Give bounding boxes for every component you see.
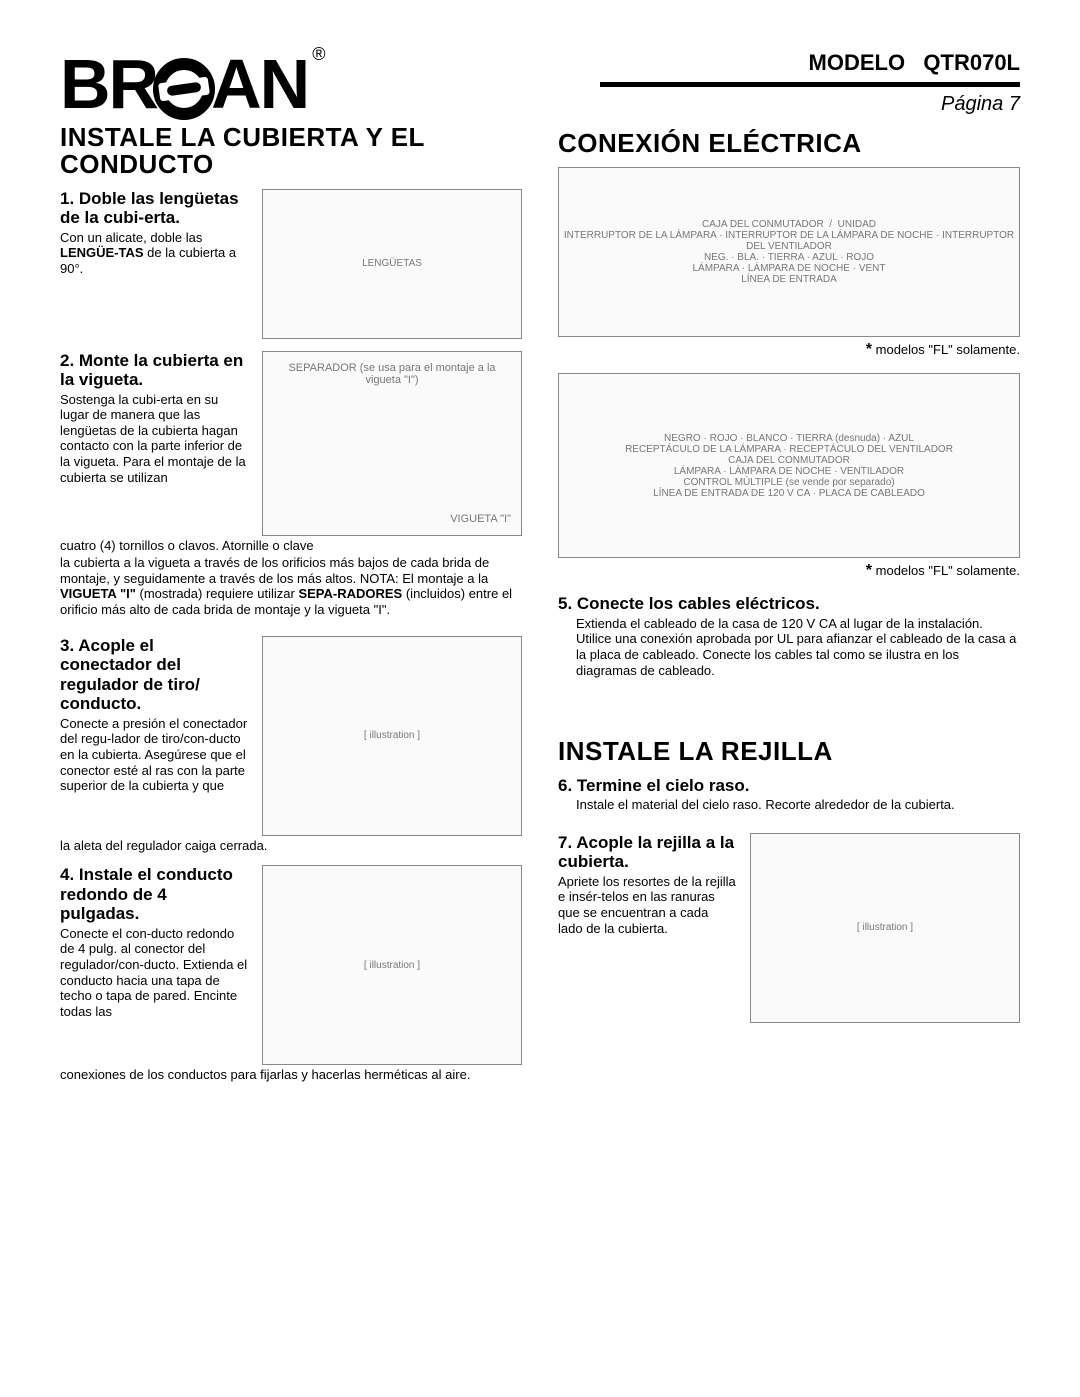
step-3: 3. Acople el conectador del regulador de… <box>60 636 522 854</box>
step3-cont: la aleta del regulador caiga cerrada. <box>60 838 522 854</box>
d1-azul: AZUL <box>812 252 837 263</box>
brand-logo: BRAN® <box>60 53 319 116</box>
page-header: BRAN® MODELO QTR070L Página 7 <box>60 50 1020 116</box>
logo-o-icon <box>153 58 215 120</box>
step2-cont2-b1: VIGUETA "I" <box>60 586 136 601</box>
step4-head: 4. Instale el conducto redondo de 4 pulg… <box>60 865 248 924</box>
right-section1-title: CONEXIÓN ELÉCTRICA <box>558 130 1020 157</box>
diagram1-placeholder: CAJA DEL CONMUTADOR / UNIDAD INTERRUPTOR… <box>559 215 1019 289</box>
step2-figure: SEPARADOR (se usa para el montaje a la v… <box>262 351 522 536</box>
step2-cont1: cuatro (4) tornillos o clavos. Atornille… <box>60 538 522 554</box>
step3-body: Conecte a presión el conectador del regu… <box>60 716 248 794</box>
step2-cont2-mid: (mostrada) requiere utilizar <box>136 586 299 601</box>
step3-fig-placeholder: [ illustration ] <box>360 726 424 745</box>
step5-head: 5. Conecte los cables eléctricos. <box>558 594 1020 614</box>
page-number: Página 7 <box>600 93 1020 116</box>
step-5: 5. Conecte los cables eléctricos. Extien… <box>558 594 1020 678</box>
d1-lab-switchbox: CAJA DEL CONMUTADOR <box>702 219 824 230</box>
d1-lab1: INTERRUPTOR DE LA LÁMPARA <box>564 230 716 241</box>
d2-recvent: RECEPTÁCULO DEL VENTILADOR <box>789 444 953 455</box>
step7-body: Apriete los resortes de la rejilla e ins… <box>558 874 736 936</box>
step-6: 6. Termine el cielo raso. Instale el mat… <box>558 776 1020 813</box>
step-2: 2. Monte la cubierta en la vigueta. Sost… <box>60 351 522 618</box>
d2-control: CONTROL MÚLTIPLE (se vende por separado) <box>683 477 894 488</box>
left-section-title: INSTALE LA CUBIERTA Y EL CONDUCTO <box>60 124 522 179</box>
step2-cont2-pre: la cubierta a la vigueta a través de los… <box>60 555 489 586</box>
step3-figure: [ illustration ] <box>262 636 522 836</box>
d2-rojo: ROJO <box>710 433 738 444</box>
footnote2-text: modelos "FL" solamente. <box>876 563 1020 578</box>
step2-fig-bottom: VIGUETA "I" <box>446 509 515 529</box>
d1-neg: NEG. <box>704 252 728 263</box>
step4-body: Conecte el con-ducto redondo de 4 pulg. … <box>60 926 248 1020</box>
step7-figure: [ illustration ] <box>750 833 1020 1023</box>
step2-body: Sostenga la cubi-erta en su lugar de man… <box>60 392 248 486</box>
footnote1-text: modelos "FL" solamente. <box>876 342 1020 357</box>
d2-azul: AZUL <box>888 433 914 444</box>
step1-body-pre: Con un alicate, doble las <box>60 230 202 245</box>
step-4: 4. Instale el conducto redondo de 4 pulg… <box>60 865 522 1083</box>
left-column: INSTALE LA CUBIERTA Y EL CONDUCTO 1. Dob… <box>60 124 522 1095</box>
step-1: 1. Doble las lengüetas de la cubi-erta. … <box>60 189 522 339</box>
d1-rojo: ROJO <box>846 252 874 263</box>
model-code: QTR070L <box>923 50 1020 75</box>
step4-cont: conexiones de los conductos para fijarla… <box>60 1067 522 1083</box>
wiring-diagram-2: NEGRO · ROJO · BLANCO · TIERRA (desnuda)… <box>558 373 1020 558</box>
d2-tierra: TIERRA (desnuda) <box>796 433 880 444</box>
step2-cont2-b2: SEPA-RADORES <box>298 586 402 601</box>
d1-bla: BLA. <box>737 252 759 263</box>
step6-body: Instale el material del cielo raso. Reco… <box>576 797 1020 813</box>
step1-figure: LENGÜETAS <box>262 189 522 339</box>
registered-mark: ® <box>312 46 323 62</box>
step2-fig-top: SEPARADOR (se usa para el montaje a la v… <box>269 358 515 390</box>
d2-blanco: BLANCO <box>746 433 787 444</box>
d2-reclamp: RECEPTÁCULO DE LA LÁMPARA <box>625 444 780 455</box>
step7-fig-placeholder: [ illustration ] <box>853 918 917 937</box>
d2-nlamp: LÁMPARA DE NOCHE <box>729 466 831 477</box>
header-right: MODELO QTR070L Página 7 <box>600 50 1020 116</box>
step6-head: 6. Termine el cielo raso. <box>558 776 1020 796</box>
right-section2-title: INSTALE LA REJILLA <box>558 738 1020 765</box>
step3-head: 3. Acople el conectador del regulador de… <box>60 636 248 714</box>
step1-body: Con un alicate, doble las LENGÜE-TAS de … <box>60 230 248 277</box>
main-columns: INSTALE LA CUBIERTA Y EL CONDUCTO 1. Dob… <box>60 124 1020 1095</box>
step2-cont2: la cubierta a la vigueta a través de los… <box>60 555 522 617</box>
wiring-diagram-1: CAJA DEL CONMUTADOR / UNIDAD INTERRUPTOR… <box>558 167 1020 337</box>
d1-vent: VENT <box>859 263 886 274</box>
step4-fig-placeholder: [ illustration ] <box>360 956 424 975</box>
d1-lab2: INTERRUPTOR DE LA LÁMPARA DE NOCHE <box>725 230 933 241</box>
d1-tierra: TIERRA <box>768 252 804 263</box>
model-line: MODELO QTR070L <box>600 50 1020 76</box>
d2-lamp: LÁMPARA <box>674 466 721 477</box>
step1-fig-caption: LENGÜETAS <box>358 254 426 273</box>
d2-vent: VENTILADOR <box>840 466 904 477</box>
step1-head: 1. Doble las lengüetas de la cubi-erta. <box>60 189 248 228</box>
step4-figure: [ illustration ] <box>262 865 522 1065</box>
d2-linea: LÍNEA DE ENTRADA DE 120 V CA <box>653 488 810 499</box>
step-7: 7. Acople la rejilla a la cubierta. Apri… <box>558 833 1020 1023</box>
step2-head: 2. Monte la cubierta en la vigueta. <box>60 351 248 390</box>
d1-linea: LÍNEA DE ENTRADA <box>741 274 837 285</box>
right-column: CONEXIÓN ELÉCTRICA CAJA DEL CONMUTADOR /… <box>558 124 1020 1095</box>
d2-caja: CAJA DEL CONMUTADOR <box>728 455 850 466</box>
diagram2-footnote: * modelos "FL" solamente. <box>558 562 1020 580</box>
d1-lab-unit: UNIDAD <box>838 219 876 230</box>
step1-body-bold: LENGÜE-TAS <box>60 245 144 260</box>
model-label: MODELO <box>809 50 906 75</box>
step5-body: Extienda el cableado de la casa de 120 V… <box>576 616 1020 678</box>
diagram2-placeholder: NEGRO · ROJO · BLANCO · TIERRA (desnuda)… <box>621 429 957 503</box>
d1-lamp: LÁMPARA <box>692 263 739 274</box>
d2-placa: PLACA DE CABLEADO <box>819 488 925 499</box>
d2-negro: NEGRO <box>664 433 701 444</box>
diagram1-footnote: * modelos "FL" solamente. <box>558 341 1020 359</box>
d1-nlamp: LÁMPARA DE NOCHE <box>748 263 850 274</box>
step7-head: 7. Acople la rejilla a la cubierta. <box>558 833 736 872</box>
